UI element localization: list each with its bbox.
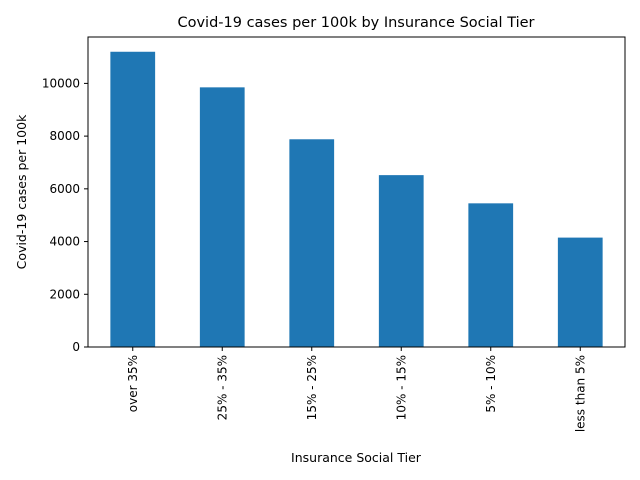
y-tick-label: 2000	[49, 287, 80, 301]
x-tick-label: 25% - 35%	[215, 355, 229, 420]
x-tick-label: 10% - 15%	[394, 355, 408, 420]
y-tick-label: 10000	[42, 76, 80, 90]
x-tick-label: over 35%	[126, 355, 140, 412]
bar-2	[289, 139, 335, 347]
bar-4	[468, 203, 514, 347]
y-axis: 0 2000 4000 6000 8000 10000	[42, 76, 88, 354]
y-tick-label: 8000	[49, 129, 80, 143]
y-tick-label: 4000	[49, 235, 80, 249]
plot-frame	[87, 36, 626, 348]
x-tick-label: 5% - 10%	[484, 355, 498, 413]
x-tick-label: less than 5%	[573, 355, 587, 432]
chart-title: Covid-19 cases per 100k by Insurance Soc…	[177, 15, 534, 31]
y-axis-label: Covid-19 cases per 100k	[14, 114, 29, 269]
x-axis-label: Insurance Social Tier	[291, 450, 422, 465]
y-tick-label: 0	[72, 340, 80, 354]
y-tick-label: 6000	[49, 182, 80, 196]
bar-0	[110, 51, 156, 348]
bars	[110, 51, 603, 348]
bar-1	[199, 87, 245, 348]
x-axis: over 35% 25% - 35% 15% - 25% 10% - 15% 5% - …	[126, 347, 587, 432]
x-tick-label: 15% - 25%	[305, 355, 319, 420]
bar-3	[378, 175, 424, 347]
bar-5	[557, 237, 603, 347]
